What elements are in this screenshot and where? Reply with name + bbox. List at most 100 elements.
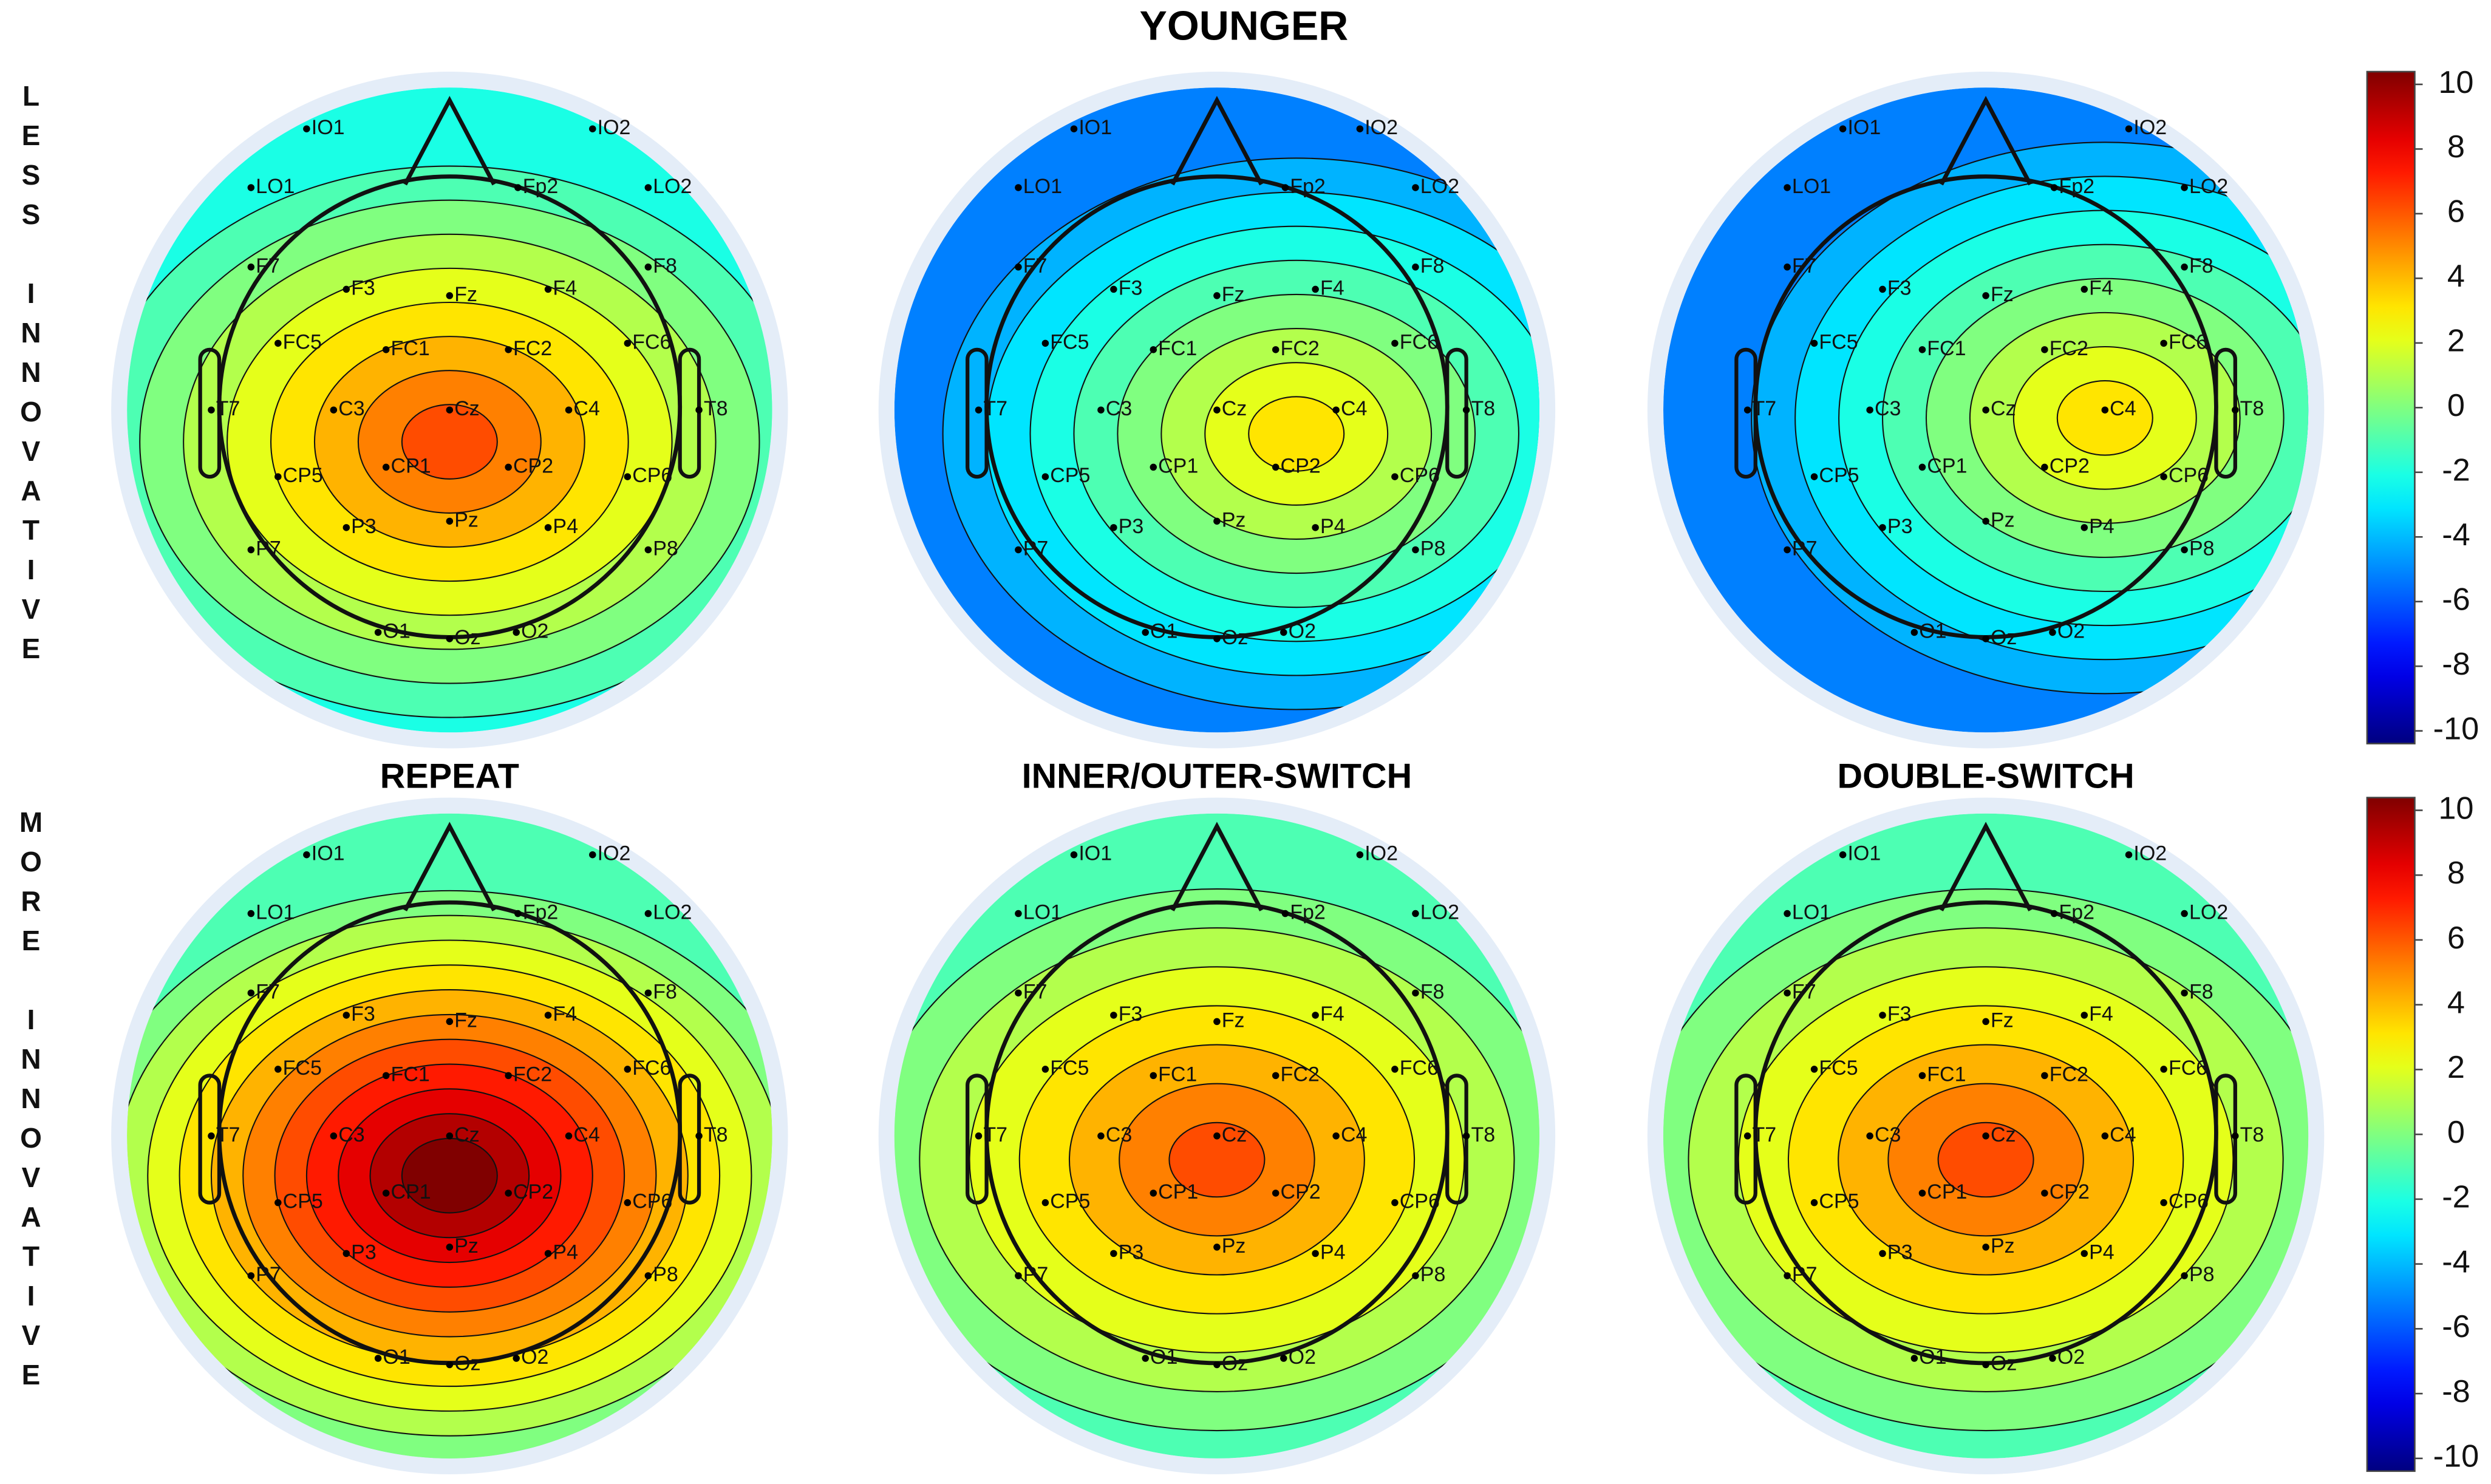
electrode-label: CP6: [2169, 464, 2209, 487]
electrode-dot: [2181, 910, 2188, 917]
electrode-dot: [1142, 1355, 1149, 1362]
electrode-dot: [505, 1190, 512, 1197]
electrode-label: T7: [983, 397, 1007, 420]
electrode-dot: [2080, 285, 2088, 293]
electrode-label: CP5: [1819, 1190, 1859, 1213]
electrode-label: Fp2: [523, 901, 559, 924]
ear: [1734, 347, 1757, 479]
electrode-label: P3: [1119, 515, 1144, 538]
electrode-dot: [1982, 292, 1989, 299]
electrode-label: CP2: [513, 1180, 553, 1203]
electrode-dot: [382, 1072, 390, 1080]
electrode-label: FC6: [632, 330, 671, 353]
electrode-dot: [208, 1132, 215, 1140]
electrode-dot: [1918, 1190, 1926, 1197]
electrode-dot: [1041, 339, 1049, 347]
electrode-dot: [1272, 1190, 1280, 1197]
electrode-label: F4: [2089, 276, 2113, 299]
electrode-dot: [1391, 339, 1399, 347]
electrode-dot: [1784, 989, 1791, 997]
electrode-label: Fp2: [523, 175, 559, 198]
electrode-dot: [565, 1132, 573, 1140]
electrode-label: F7: [1792, 254, 1816, 277]
electrode-label: Fp2: [2059, 901, 2094, 924]
electrode-dot: [1213, 1018, 1221, 1026]
electrode-label: CP5: [283, 1190, 323, 1213]
electrode-dot: [1150, 346, 1157, 353]
electrode-label: Fp2: [1290, 901, 1326, 924]
electrode-dot: [1910, 628, 1918, 636]
electrode-dot: [342, 285, 350, 293]
electrode-dot: [1879, 285, 1886, 293]
electrode-label: CP1: [1927, 1180, 1967, 1203]
electrode-dot: [1272, 463, 1280, 471]
electrode-dot: [513, 1355, 520, 1362]
electrode-dot: [1918, 1072, 1926, 1080]
electrode-dot: [1015, 546, 1022, 554]
electrode-label: IO1: [1847, 116, 1881, 139]
electrode-label: Pz: [454, 508, 479, 531]
electrode-dot: [1332, 406, 1340, 414]
nose: [403, 95, 496, 186]
electrode-label: P7: [1023, 537, 1049, 560]
electrode-dot: [247, 546, 255, 554]
electrode-label: CP5: [1819, 464, 1859, 487]
electrode-label: T8: [704, 397, 728, 420]
electrode-dot: [1743, 406, 1751, 414]
electrode-label: Fz: [1991, 283, 2014, 306]
electrode-dot: [1839, 851, 1847, 859]
electrode-dot: [1743, 1132, 1751, 1140]
electrode-label: O2: [2057, 619, 2085, 642]
electrode-dot: [1356, 851, 1364, 859]
electrode-dot: [274, 473, 282, 480]
electrode-dot: [1070, 851, 1078, 859]
electrode-label: LO1: [1792, 901, 1831, 924]
electrode-label: F8: [1420, 980, 1445, 1003]
electrode-label: P4: [2089, 1241, 2114, 1264]
electrode-label: P7: [256, 1263, 281, 1286]
colorbar-tick-label: 6: [2447, 194, 2465, 230]
electrode-dot: [1839, 125, 1847, 132]
electrode-dot: [2041, 346, 2048, 353]
electrode-label: F8: [2189, 254, 2213, 277]
electrode-dot: [446, 1244, 454, 1251]
electrode-label: CP2: [1281, 1180, 1321, 1203]
electrode-dot: [1280, 1355, 1287, 1362]
electrode-label: FC2: [513, 337, 552, 360]
electrode-label: T7: [1753, 1123, 1777, 1146]
electrode-label: FC2: [1281, 1063, 1320, 1086]
electrode-dot: [1879, 1012, 1886, 1019]
electrode-dot: [695, 1132, 703, 1140]
electrode-label: O1: [1150, 619, 1177, 642]
ear: [966, 1074, 989, 1205]
colorbar-tick-label: -10: [2433, 1439, 2479, 1474]
electrode-dot: [2080, 524, 2088, 531]
electrode-label: FC2: [513, 1063, 552, 1086]
electrode-label: C4: [573, 1123, 599, 1146]
electrode-label: Cz: [1991, 397, 2016, 420]
electrode-label: P4: [1320, 515, 1346, 538]
electrode-label: C3: [338, 397, 364, 420]
electrode-label: FC1: [1158, 1063, 1197, 1086]
electrode-label: CP6: [1400, 1190, 1440, 1213]
electrode-dot: [374, 628, 382, 636]
electrode-dot: [1784, 910, 1791, 917]
electrode-label: O1: [1150, 1346, 1177, 1369]
electrode-dot: [1015, 989, 1022, 997]
electrode-label: FC5: [1050, 1057, 1089, 1080]
electrode-label: O2: [2057, 1346, 2085, 1369]
electrode-label: F7: [256, 254, 280, 277]
electrode-dot: [2080, 1250, 2088, 1258]
electrode-dot: [2125, 851, 2133, 859]
electrode-dot: [644, 910, 652, 917]
electrode-dot: [2160, 1199, 2167, 1207]
electrode-dot: [446, 1018, 454, 1026]
electrode-label: Oz: [454, 1352, 480, 1375]
electrode-dot: [382, 463, 390, 471]
electrode-dot: [1866, 1132, 1873, 1140]
electrode-dot: [1110, 285, 1117, 293]
electrode-label: LO2: [653, 901, 692, 924]
electrode-label: F3: [1887, 276, 1912, 299]
electrode-dot: [1462, 406, 1470, 414]
